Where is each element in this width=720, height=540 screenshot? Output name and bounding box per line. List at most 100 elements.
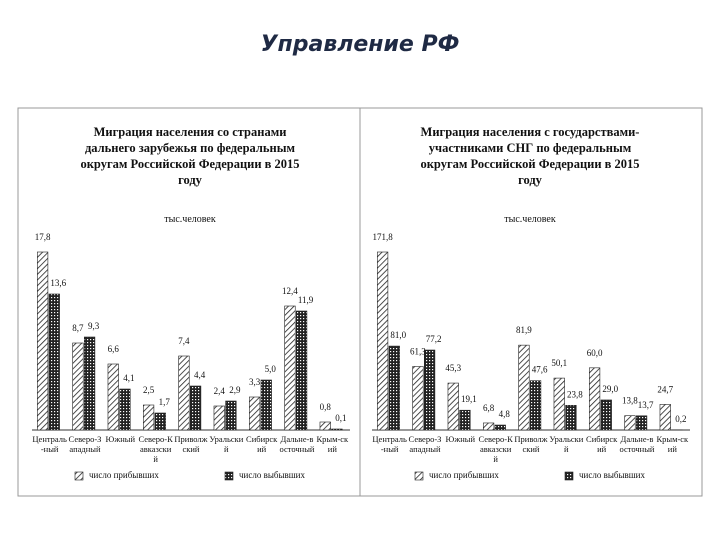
value-label: 12,4 [282, 286, 298, 296]
bar [213, 405, 225, 431]
x-tick-label: Приволжский [514, 434, 548, 454]
bar [107, 363, 119, 431]
bar [48, 293, 60, 431]
bar [178, 355, 190, 431]
chart-title: Миграция населения с государствами-участ… [420, 125, 640, 187]
x-tick-label: Северо-Западный [68, 434, 102, 454]
bar [225, 400, 237, 431]
legend-swatch [74, 471, 84, 481]
x-tick-label: Северо-Западный [408, 434, 442, 454]
chart-subtitle: тыс.человек [164, 214, 216, 225]
bar [72, 342, 84, 431]
chart-title: Миграция населения со странами дальнего … [80, 125, 300, 187]
value-label: 24,7 [657, 384, 673, 394]
x-tick-label: Дальне-восточный [279, 434, 315, 454]
x-tick-label: Централь-ный [32, 434, 67, 454]
bar [412, 366, 424, 431]
value-label: 0,2 [675, 414, 686, 424]
x-tick-label: Северо-Кавказский [138, 434, 173, 464]
legend-label: число прибывших [89, 470, 159, 480]
x-tick-label: Дальне-восточный [619, 434, 655, 454]
x-tick-label: Уральский [209, 434, 244, 454]
bar [635, 415, 648, 431]
bar [119, 388, 131, 431]
value-label: 6,8 [483, 403, 495, 413]
value-label: 81,9 [516, 325, 532, 335]
slide-title: Управление РФ [260, 32, 460, 57]
value-label: 1,7 [159, 397, 171, 407]
bar [189, 385, 202, 431]
bar [624, 415, 636, 431]
value-label: 4,1 [123, 373, 134, 383]
value-label: 13,6 [50, 278, 66, 288]
legend-label: число выбывших [579, 470, 645, 480]
x-tick-label: Северо-Кавказский [478, 434, 513, 464]
value-label: 47,6 [532, 365, 548, 375]
bar [494, 424, 506, 431]
bar [659, 404, 671, 431]
bar [376, 251, 389, 431]
bar [331, 428, 343, 431]
bar [154, 412, 166, 431]
value-label: 0,8 [320, 402, 332, 412]
legend-swatch [224, 471, 234, 481]
value-label: 2,5 [143, 385, 155, 395]
bar [249, 396, 261, 431]
bar [319, 421, 331, 431]
value-label: 8,7 [72, 323, 84, 333]
bar [388, 345, 400, 431]
bar [284, 305, 296, 431]
value-label: 45,3 [445, 363, 461, 373]
bar [482, 422, 495, 431]
x-tick-label: Приволжский [174, 434, 208, 454]
bar [518, 344, 530, 431]
bar [553, 377, 565, 431]
value-label: 9,3 [88, 321, 100, 331]
legend-label: число прибывших [429, 470, 499, 480]
bar [565, 405, 577, 431]
bar [600, 399, 612, 431]
bar [529, 380, 542, 431]
bar [83, 336, 96, 431]
value-label: 60,0 [587, 348, 603, 358]
value-label: 11,9 [298, 295, 314, 305]
value-label: 13,7 [638, 400, 654, 410]
bar [447, 382, 459, 431]
value-label: 0,1 [335, 413, 346, 423]
x-tick-label: Южный [105, 434, 136, 444]
value-label: 50,1 [551, 358, 567, 368]
value-label: 2,9 [229, 385, 241, 395]
x-tick-label: Централь-ный [372, 434, 407, 454]
value-label: 3,3 [249, 377, 261, 387]
value-label: 77,2 [426, 334, 442, 344]
value-label: 5,0 [265, 364, 277, 374]
value-label: 7,4 [178, 336, 190, 346]
x-tick-label: Крым-ский [656, 434, 689, 454]
x-tick-label: Крым-ский [316, 434, 349, 454]
bar [588, 367, 601, 431]
x-tick-label: Сибирский [586, 434, 618, 454]
legend-label: число выбывших [239, 470, 305, 480]
bar [143, 404, 155, 431]
value-label: 171,8 [372, 232, 393, 242]
legend-swatch [414, 471, 424, 481]
value-label: 23,8 [567, 389, 583, 399]
value-label: 61,3 [410, 346, 426, 356]
x-tick-label: Уральский [549, 434, 584, 454]
value-label: 4,4 [194, 370, 206, 380]
bar [260, 379, 272, 431]
value-label: 81,0 [390, 330, 406, 340]
value-label: 19,1 [461, 394, 477, 404]
value-label: 4,8 [499, 409, 511, 419]
x-tick-label: Южный [445, 434, 476, 444]
value-label: 6,6 [108, 344, 120, 354]
value-label: 2,4 [214, 386, 226, 396]
value-label: 13,8 [622, 396, 638, 406]
value-label: 17,8 [35, 232, 51, 242]
bar [36, 251, 49, 431]
legend-swatch [564, 471, 574, 481]
bar [295, 310, 308, 431]
bar [423, 349, 436, 431]
